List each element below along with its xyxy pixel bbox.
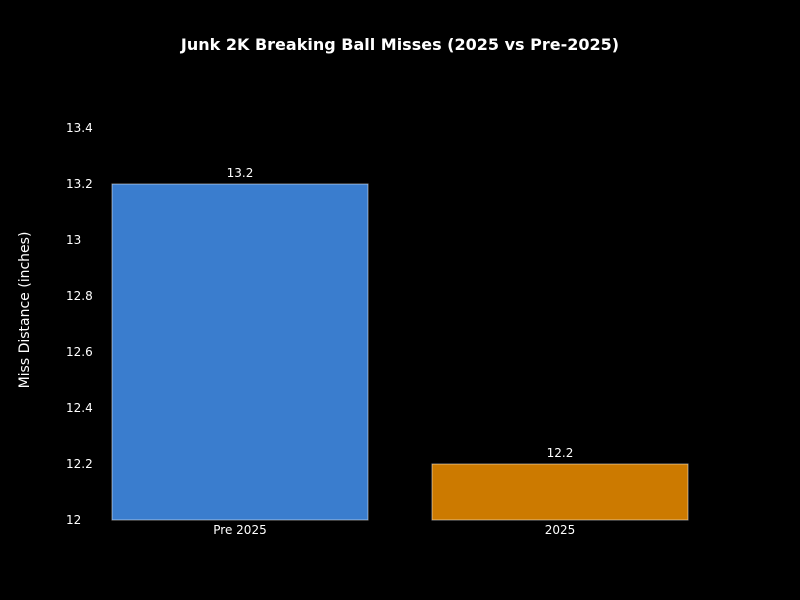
y-tick-label: 12.6 [66, 345, 93, 359]
y-tick-label: 13 [66, 233, 81, 247]
bars [111, 183, 689, 521]
x-tick-label: 2025 [545, 523, 576, 537]
chart-title: Junk 2K Breaking Ball Misses (2025 vs Pr… [180, 35, 619, 54]
y-tick-label: 13.2 [66, 177, 93, 191]
y-tick-label: 12.2 [66, 457, 93, 471]
bar-value-label: 13.2 [227, 166, 254, 180]
y-tick-label: 12 [66, 513, 81, 527]
bar-2025 [431, 463, 689, 521]
data-labels: 13.2 12.2 [227, 166, 574, 460]
bar-pre-2025 [111, 183, 369, 521]
y-axis-label: Miss Distance (inches) [17, 232, 33, 389]
x-tick-label: Pre 2025 [213, 523, 266, 537]
y-tick-label: 12.4 [66, 401, 93, 415]
y-axis-ticks: 12 12.2 12.4 12.6 12.8 13 13.2 13.4 [66, 121, 93, 527]
x-axis-ticks: Pre 2025 2025 [213, 523, 575, 537]
y-tick-label: 12.8 [66, 289, 93, 303]
bar-value-label: 12.2 [547, 446, 574, 460]
y-tick-label: 13.4 [66, 121, 93, 135]
